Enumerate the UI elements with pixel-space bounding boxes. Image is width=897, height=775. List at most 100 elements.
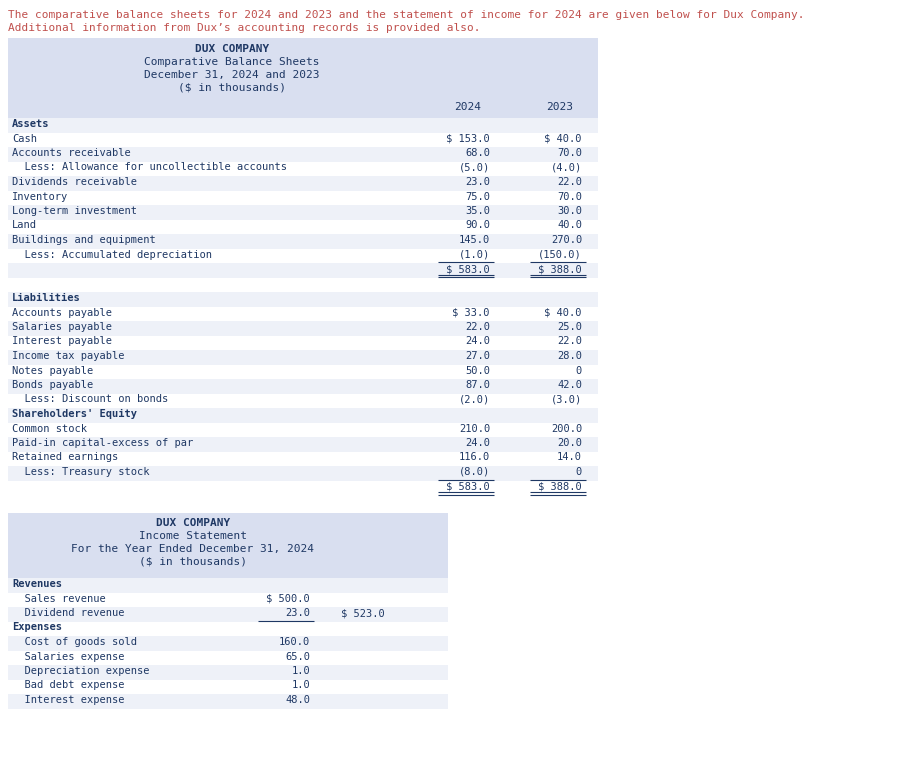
Text: 48.0: 48.0 xyxy=(285,695,310,705)
Text: Less: Treasury stock: Less: Treasury stock xyxy=(12,467,150,477)
Text: (5.0): (5.0) xyxy=(458,163,490,173)
Text: Retained earnings: Retained earnings xyxy=(12,453,118,463)
Text: Dividend revenue: Dividend revenue xyxy=(12,608,125,618)
Bar xyxy=(8,292,598,306)
Text: Notes payable: Notes payable xyxy=(12,366,93,376)
Text: Sales revenue: Sales revenue xyxy=(12,594,106,604)
Text: 200.0: 200.0 xyxy=(551,423,582,433)
Text: 65.0: 65.0 xyxy=(285,652,310,662)
Text: Land: Land xyxy=(12,221,37,230)
Text: Bonds payable: Bonds payable xyxy=(12,380,93,390)
Text: 22.0: 22.0 xyxy=(557,177,582,187)
Text: 20.0: 20.0 xyxy=(557,438,582,448)
Bar xyxy=(8,622,448,636)
Text: 40.0: 40.0 xyxy=(557,221,582,230)
Text: Inventory: Inventory xyxy=(12,191,68,202)
Text: $ 153.0: $ 153.0 xyxy=(446,133,490,143)
Text: Dividends receivable: Dividends receivable xyxy=(12,177,137,187)
Text: (8.0): (8.0) xyxy=(458,467,490,477)
Text: (2.0): (2.0) xyxy=(458,394,490,405)
Text: 42.0: 42.0 xyxy=(557,380,582,390)
Text: Shareholders' Equity: Shareholders' Equity xyxy=(12,409,137,419)
Text: ($ in thousands): ($ in thousands) xyxy=(179,83,286,93)
Text: $ 583.0: $ 583.0 xyxy=(446,264,490,274)
Text: Salaries expense: Salaries expense xyxy=(12,652,125,662)
Text: Less: Accumulated depreciation: Less: Accumulated depreciation xyxy=(12,250,212,260)
Text: Buildings and equipment: Buildings and equipment xyxy=(12,235,156,245)
Bar xyxy=(8,636,448,650)
Text: (3.0): (3.0) xyxy=(551,394,582,405)
Text: (4.0): (4.0) xyxy=(551,163,582,173)
Bar xyxy=(8,593,448,607)
Bar xyxy=(8,336,598,350)
Text: 70.0: 70.0 xyxy=(557,148,582,158)
Bar xyxy=(8,513,448,578)
Text: Interest expense: Interest expense xyxy=(12,695,125,705)
Bar xyxy=(8,234,598,249)
Text: DUX COMPANY: DUX COMPANY xyxy=(156,518,230,528)
Text: Income Statement: Income Statement xyxy=(139,531,247,541)
Bar xyxy=(8,437,598,452)
Bar xyxy=(8,452,598,466)
Bar xyxy=(8,650,448,665)
Text: 145.0: 145.0 xyxy=(458,235,490,245)
Text: $ 388.0: $ 388.0 xyxy=(538,264,582,274)
Text: Less: Allowance for uncollectible accounts: Less: Allowance for uncollectible accoun… xyxy=(12,163,287,173)
Text: $ 388.0: $ 388.0 xyxy=(538,481,582,491)
Text: $ 40.0: $ 40.0 xyxy=(544,308,582,318)
Text: 23.0: 23.0 xyxy=(465,177,490,187)
Text: 90.0: 90.0 xyxy=(465,221,490,230)
Bar xyxy=(8,422,598,437)
Text: 22.0: 22.0 xyxy=(557,336,582,346)
Bar xyxy=(8,379,598,394)
Bar xyxy=(8,480,598,495)
Text: $ 40.0: $ 40.0 xyxy=(544,133,582,143)
Text: 1.0: 1.0 xyxy=(292,666,310,676)
Text: 50.0: 50.0 xyxy=(465,366,490,376)
Bar xyxy=(8,219,598,234)
Text: (150.0): (150.0) xyxy=(538,250,582,260)
Text: 2023: 2023 xyxy=(546,102,573,112)
Text: 75.0: 75.0 xyxy=(465,191,490,202)
Text: 22.0: 22.0 xyxy=(465,322,490,332)
Text: Accounts payable: Accounts payable xyxy=(12,308,112,318)
Text: Comparative Balance Sheets: Comparative Balance Sheets xyxy=(144,57,320,67)
Bar xyxy=(8,306,598,321)
Bar xyxy=(8,364,598,379)
Bar xyxy=(8,191,598,205)
Bar xyxy=(8,694,448,708)
Text: Common stock: Common stock xyxy=(12,423,87,433)
Bar xyxy=(8,277,598,292)
Text: 25.0: 25.0 xyxy=(557,322,582,332)
Text: Salaries payable: Salaries payable xyxy=(12,322,112,332)
Text: Cost of goods sold: Cost of goods sold xyxy=(12,637,137,647)
Bar xyxy=(8,161,598,176)
Text: DUX COMPANY: DUX COMPANY xyxy=(195,44,269,54)
Bar xyxy=(8,118,598,133)
Text: Less: Discount on bonds: Less: Discount on bonds xyxy=(12,394,169,405)
Text: Liabilities: Liabilities xyxy=(12,293,81,303)
Text: 68.0: 68.0 xyxy=(465,148,490,158)
Text: 160.0: 160.0 xyxy=(279,637,310,647)
Text: ($ in thousands): ($ in thousands) xyxy=(139,557,247,567)
Text: Paid-in capital-excess of par: Paid-in capital-excess of par xyxy=(12,438,193,448)
Text: 270.0: 270.0 xyxy=(551,235,582,245)
Text: $ 500.0: $ 500.0 xyxy=(266,594,310,604)
Text: 28.0: 28.0 xyxy=(557,351,582,361)
Text: $ 583.0: $ 583.0 xyxy=(446,481,490,491)
Text: 0: 0 xyxy=(576,366,582,376)
Bar xyxy=(8,176,598,191)
Text: Depreciation expense: Depreciation expense xyxy=(12,666,150,676)
Text: December 31, 2024 and 2023: December 31, 2024 and 2023 xyxy=(144,70,320,80)
Text: Cash: Cash xyxy=(12,133,37,143)
Text: Long-term investment: Long-term investment xyxy=(12,206,137,216)
Text: 70.0: 70.0 xyxy=(557,191,582,202)
Bar xyxy=(8,408,598,422)
Bar xyxy=(8,578,448,593)
Bar xyxy=(8,680,448,694)
Text: 116.0: 116.0 xyxy=(458,453,490,463)
Bar xyxy=(8,466,598,480)
Text: 35.0: 35.0 xyxy=(465,206,490,216)
Bar xyxy=(8,665,448,680)
Text: $ 523.0: $ 523.0 xyxy=(341,608,385,618)
